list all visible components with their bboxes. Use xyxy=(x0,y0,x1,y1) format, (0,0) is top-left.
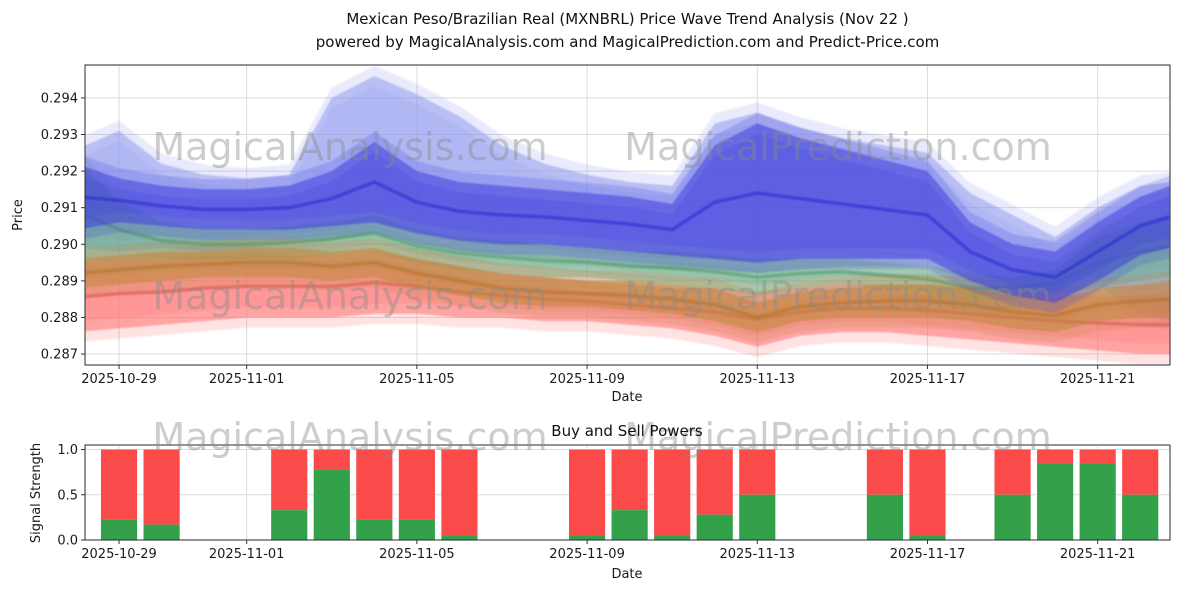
buy-bar xyxy=(1079,464,1116,540)
buy-bar xyxy=(994,494,1031,540)
price-y-tick-label: 0.292 xyxy=(41,165,78,180)
buy-bar xyxy=(611,510,648,540)
power-x-tick-label: 2025-11-01 xyxy=(209,547,285,562)
band-wave-orange xyxy=(85,237,1170,322)
price-y-tick-label: 0.289 xyxy=(41,274,78,289)
sell-bar xyxy=(1122,449,1159,495)
band-wave-green xyxy=(85,168,1170,303)
sell-bar xyxy=(356,449,393,520)
band-wave-dark-blue xyxy=(85,123,1170,303)
power-x-tick-label: 2025-11-05 xyxy=(379,547,455,562)
price-y-tick-label: 0.288 xyxy=(41,311,78,326)
buy-bar xyxy=(100,519,138,540)
buy-bar xyxy=(1037,464,1074,540)
buy-bar xyxy=(398,519,435,540)
price-x-tick-label: 2025-11-17 xyxy=(890,372,966,387)
power-x-tick-label: 2025-11-17 xyxy=(890,547,966,562)
band-wave-dark-blue xyxy=(85,133,1170,314)
sell-bar xyxy=(611,449,648,511)
price-x-axis-label: Date xyxy=(611,390,642,405)
sell-bar xyxy=(739,449,776,495)
buy-bar xyxy=(1122,494,1159,540)
buy-bar xyxy=(654,535,691,540)
sell-bar xyxy=(313,449,350,470)
price-y-tick-label: 0.293 xyxy=(41,128,78,143)
price-y-axis-label: Price xyxy=(11,199,26,231)
sell-bar xyxy=(696,449,733,515)
buy-sell-bars xyxy=(100,449,1159,540)
price-x-tick-label: 2025-11-21 xyxy=(1060,372,1136,387)
power-x-tick-label: 2025-11-21 xyxy=(1060,547,1136,562)
price-plot-border xyxy=(84,64,1171,366)
sell-bar xyxy=(568,449,606,536)
band-wave-orange xyxy=(85,247,1170,333)
price-x-tick-label: 2025-10-29 xyxy=(81,372,157,387)
sell-bar xyxy=(1079,449,1116,464)
power-y-axis-label: Signal Strength xyxy=(29,443,44,543)
buy-bar xyxy=(739,494,776,540)
sell-bar xyxy=(143,449,180,525)
sell-bar xyxy=(271,449,308,511)
power-y-tick-label: 1.0 xyxy=(57,443,78,458)
sell-bar xyxy=(1037,449,1074,464)
price-y-tick-label: 0.291 xyxy=(41,201,78,216)
power-x-axis-label: Date xyxy=(611,567,642,582)
sell-bar xyxy=(654,449,691,536)
power-chart-title: Buy and Sell Powers xyxy=(551,422,703,440)
buy-bar xyxy=(143,524,180,540)
band-wave-red xyxy=(85,261,1170,365)
sell-bar xyxy=(441,449,478,536)
power-y-tick-label: 0.5 xyxy=(57,488,78,503)
buy-bar xyxy=(866,494,904,540)
price-ticks: 2025-10-29 2025-11-01 2025-11-05 2025-11-09… xyxy=(41,91,1136,387)
price-x-tick-label: 2025-11-01 xyxy=(209,372,285,387)
price-x-tick-label: 2025-11-13 xyxy=(719,372,795,387)
rendered-charts: 2025-10-29 2025-11-01 2025-11-05 2025-11-09… xyxy=(41,64,1171,562)
buy-bar xyxy=(909,535,946,540)
power-x-tick-label: 2025-11-13 xyxy=(719,547,795,562)
figure-title-line2: powered by MagicalAnalysis.com and Magic… xyxy=(315,33,940,51)
sell-bar xyxy=(398,449,435,520)
buy-bar xyxy=(441,535,478,540)
band-core-wave-orange xyxy=(85,260,1170,320)
band-core-wave-dark-blue xyxy=(85,180,1170,280)
price-x-tick-label: 2025-11-09 xyxy=(549,372,625,387)
band-wave-dark-blue xyxy=(85,113,1170,293)
price-y-tick-label: 0.294 xyxy=(41,91,78,106)
buy-bar xyxy=(696,514,733,540)
band-wave-green xyxy=(85,178,1170,314)
buy-bar xyxy=(568,535,606,540)
sell-bar xyxy=(909,449,946,536)
price-x-tick-label: 2025-11-05 xyxy=(379,372,455,387)
price-wave-bands xyxy=(85,65,1170,365)
power-x-tick-label: 2025-11-09 xyxy=(549,547,625,562)
buy-bar xyxy=(356,519,393,540)
sell-bar xyxy=(100,449,138,520)
buy-bar xyxy=(313,469,350,540)
price-y-tick-label: 0.287 xyxy=(41,348,78,363)
sell-bar xyxy=(994,449,1031,495)
power-x-tick-label: 2025-10-29 xyxy=(81,547,157,562)
band-wave-orange xyxy=(85,258,1170,343)
figure-title-line1: Mexican Peso/Brazilian Real (MXNBRL) Pri… xyxy=(346,10,909,28)
power-y-tick-label: 0.0 xyxy=(57,534,78,549)
power-plot-border xyxy=(84,444,1171,541)
figure-title: Mexican Peso/Brazilian Real (MXNBRL) Pri… xyxy=(85,8,1170,54)
price-y-tick-label: 0.290 xyxy=(41,238,78,253)
buy-bar xyxy=(271,510,308,540)
sell-bar xyxy=(866,449,904,495)
power-ticks: 2025-10-29 2025-11-01 2025-11-05 2025-11-09… xyxy=(57,443,1135,562)
